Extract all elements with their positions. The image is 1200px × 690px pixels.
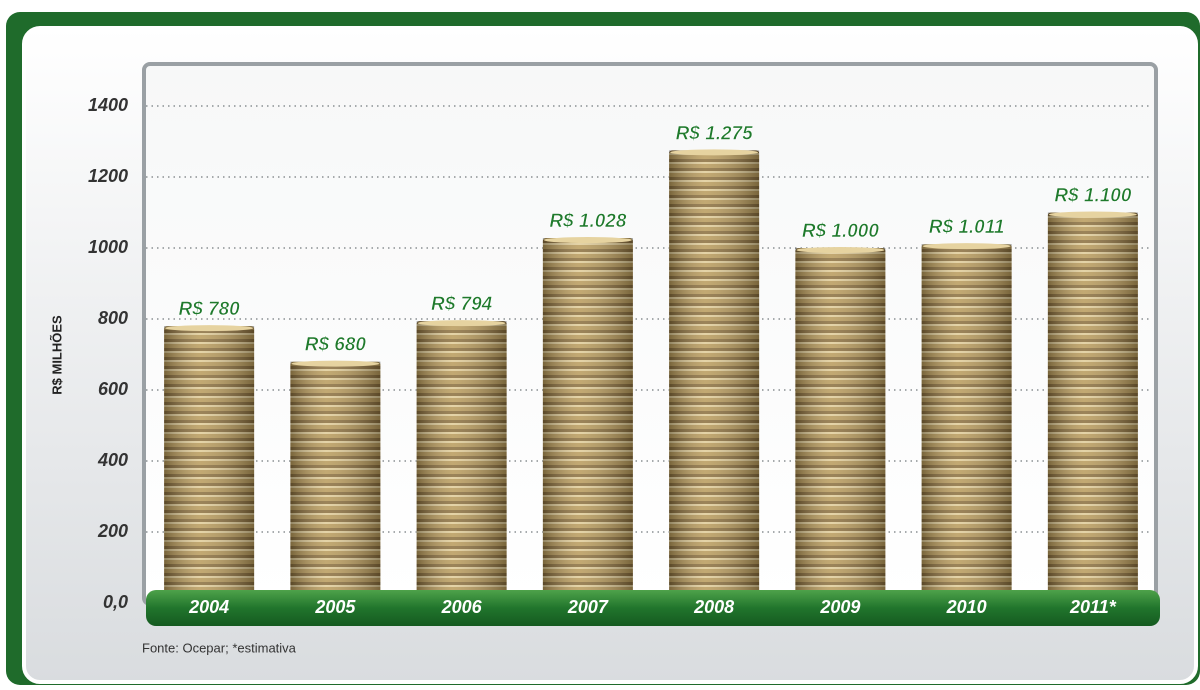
x-tick-label: 2010 [946,597,987,617]
y-tick-label: 400 [97,450,128,470]
y-axis-label: R$ MILHÕES [49,315,64,395]
y-tick-label: 0,0 [103,592,128,612]
value-label: R$ 1.000 [802,221,880,242]
value-label: R$ 780 [178,299,240,320]
bar-shade [542,238,633,603]
bar-cap [796,247,885,253]
y-tick-label: 200 [97,521,128,541]
value-label: R$ 1.028 [549,211,627,232]
bar-cap [670,149,759,156]
bar-shade [164,326,255,603]
bar-shade [669,150,760,603]
y-tick-label: 600 [98,379,128,399]
bar-shade [921,244,1012,603]
bar-cap [922,243,1011,250]
bar-shade [1047,212,1138,603]
value-label: R$ 794 [431,294,493,315]
y-tick-label: 1000 [88,237,128,257]
bar-cap [165,325,254,332]
x-axis-base [146,590,1160,626]
y-tick-label: 1200 [88,166,128,186]
y-tick-label: 1400 [88,95,128,115]
bar-shade [416,321,507,603]
value-label: R$ 1.275 [676,123,754,144]
value-label: R$ 1.100 [1054,186,1132,207]
x-tick-label: 2007 [567,597,609,617]
bar-cap [417,320,506,327]
bar-shade [290,361,381,603]
x-tick-label: 2006 [441,597,483,617]
x-tick-label: 2004 [188,597,229,617]
bar-cap [543,237,632,244]
value-label: R$ 1.011 [929,217,1005,238]
bar-cap [1048,211,1137,218]
x-tick-label: 2005 [314,597,356,617]
bar-shade [795,248,886,603]
x-tick-label: 2009 [819,597,860,617]
value-label: R$ 680 [305,335,367,356]
y-tick-label: 800 [98,308,128,328]
bar-cap [291,360,380,367]
source-note: Fonte: Ocepar; *estimativa [142,640,297,655]
x-tick-label: 2011* [1069,597,1117,617]
x-tick-label: 2008 [693,597,734,617]
